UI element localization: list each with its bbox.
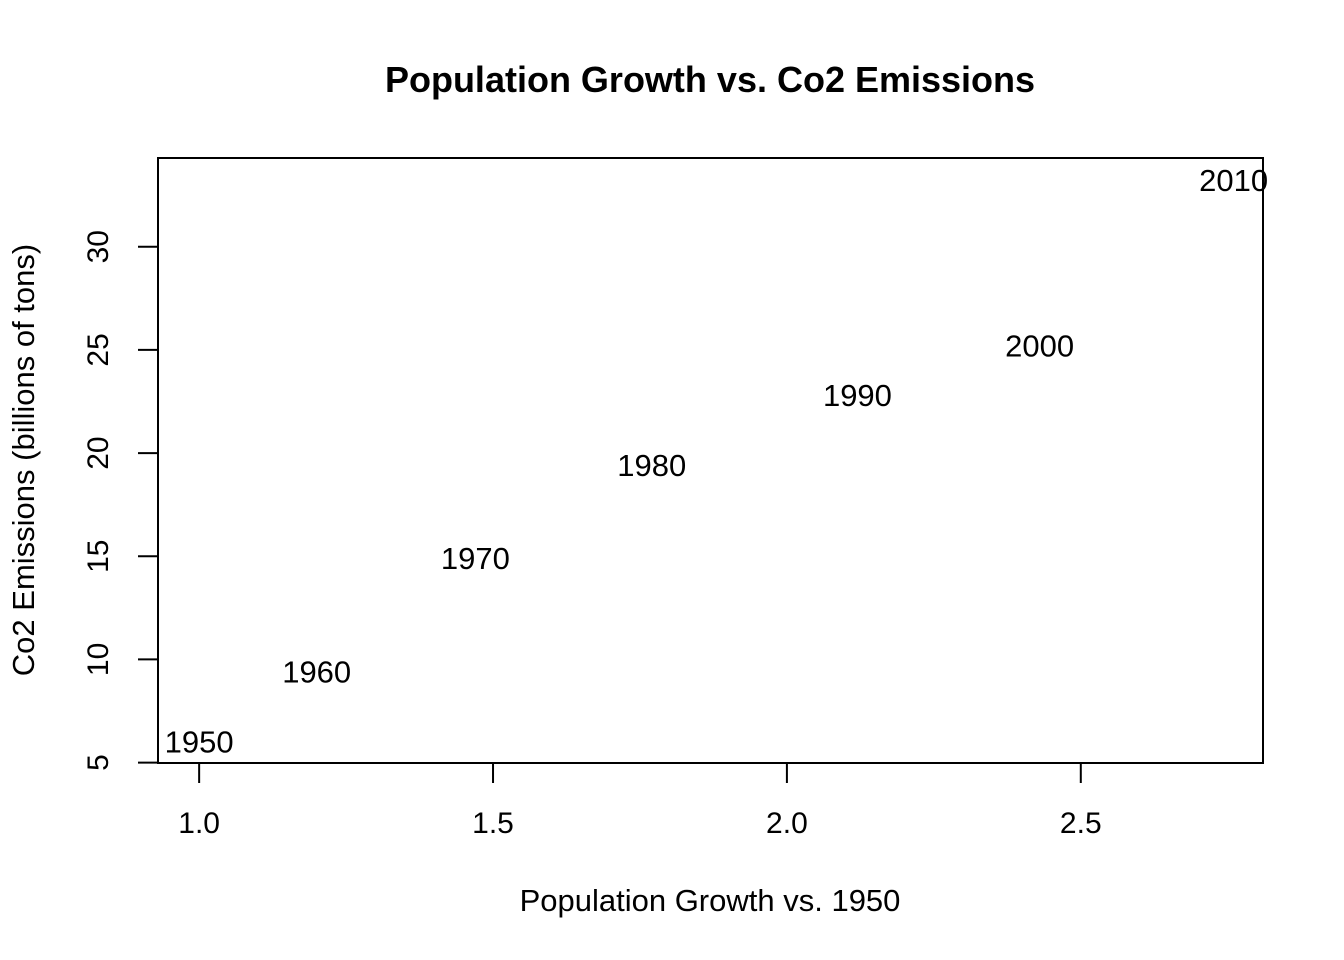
point-label: 1990 bbox=[823, 378, 892, 413]
point-label: 1960 bbox=[282, 654, 351, 689]
y-axis-label: Co2 Emissions (billions of tons) bbox=[6, 244, 41, 676]
y-tick-label: 5 bbox=[82, 754, 115, 771]
y-tick-label: 10 bbox=[82, 643, 115, 676]
x-axis-ticks: 1.0 1.5 2.0 2.5 bbox=[178, 763, 1102, 840]
point-label: 2010 bbox=[1199, 163, 1268, 198]
x-axis-label: Population Growth vs. 1950 bbox=[520, 883, 901, 918]
x-tick-label: 2.0 bbox=[766, 807, 808, 840]
y-tick-label: 25 bbox=[82, 333, 115, 366]
x-tick-label: 1.0 bbox=[178, 807, 220, 840]
point-label: 1980 bbox=[617, 448, 686, 483]
y-tick-label: 30 bbox=[82, 230, 115, 263]
y-tick-label: 15 bbox=[82, 540, 115, 573]
point-label: 1970 bbox=[441, 541, 510, 576]
data-points: 1950 1960 1970 1980 1990 2000 2010 bbox=[165, 163, 1268, 759]
chart-title: Population Growth vs. Co2 Emissions bbox=[385, 59, 1035, 100]
point-label: 2000 bbox=[1005, 328, 1074, 363]
x-tick-label: 1.5 bbox=[472, 807, 514, 840]
point-label: 1950 bbox=[165, 724, 234, 759]
x-tick-label: 2.5 bbox=[1060, 807, 1102, 840]
y-tick-label: 20 bbox=[82, 436, 115, 469]
y-axis-ticks: 5 10 15 20 25 30 bbox=[82, 230, 158, 771]
